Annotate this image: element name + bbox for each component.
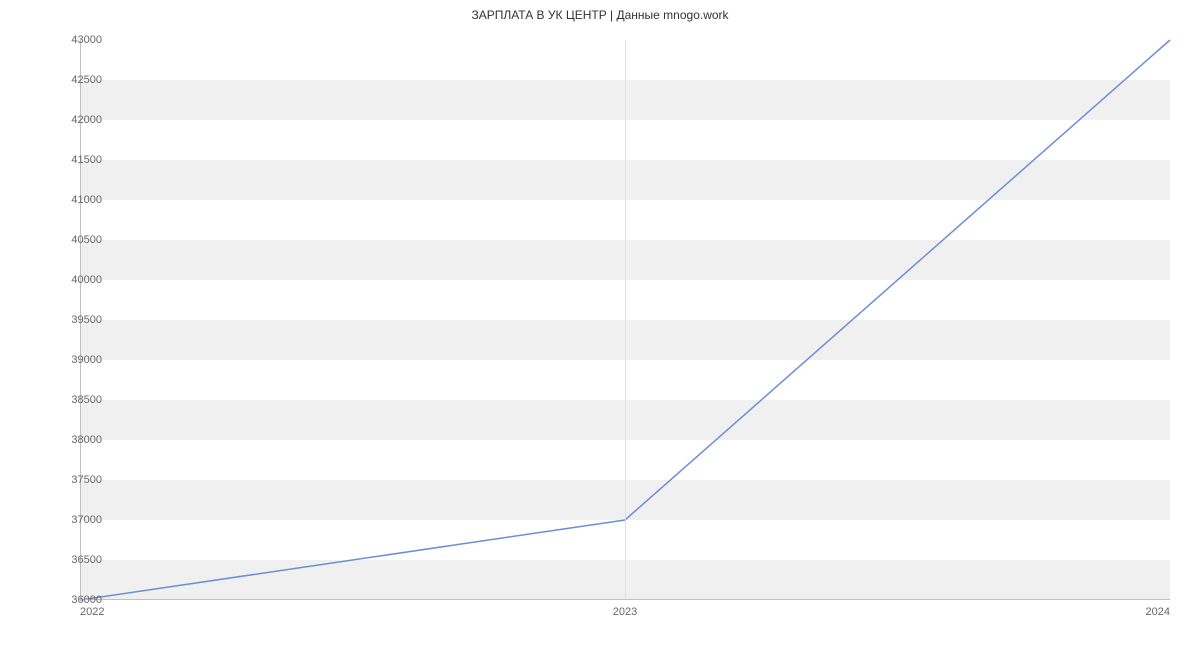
x-grid-line [625,40,626,600]
y-tick-label: 42500 [71,74,102,86]
y-tick-label: 43000 [71,34,102,46]
y-tick-label: 40000 [71,274,102,286]
x-tick-label: 2023 [613,606,637,618]
x-tick-label: 2024 [1146,606,1170,618]
y-tick-label: 36500 [71,554,102,566]
plot-area [80,40,1170,600]
x-tick-label: 2022 [80,606,104,618]
y-tick-label: 37000 [71,514,102,526]
y-tick-label: 38000 [71,434,102,446]
chart-title: ЗАРПЛАТА В УК ЦЕНТР | Данные mnogo.work [0,8,1200,22]
y-tick-label: 40500 [71,234,102,246]
y-tick-label: 37500 [71,474,102,486]
salary-chart: ЗАРПЛАТА В УК ЦЕНТР | Данные mnogo.work … [0,0,1200,650]
y-tick-label: 41000 [71,194,102,206]
y-tick-label: 42000 [71,114,102,126]
y-tick-label: 36000 [71,594,102,606]
y-tick-label: 38500 [71,394,102,406]
y-tick-label: 39500 [71,314,102,326]
x-axis-line [80,599,1170,600]
y-tick-label: 41500 [71,154,102,166]
y-tick-label: 39000 [71,354,102,366]
